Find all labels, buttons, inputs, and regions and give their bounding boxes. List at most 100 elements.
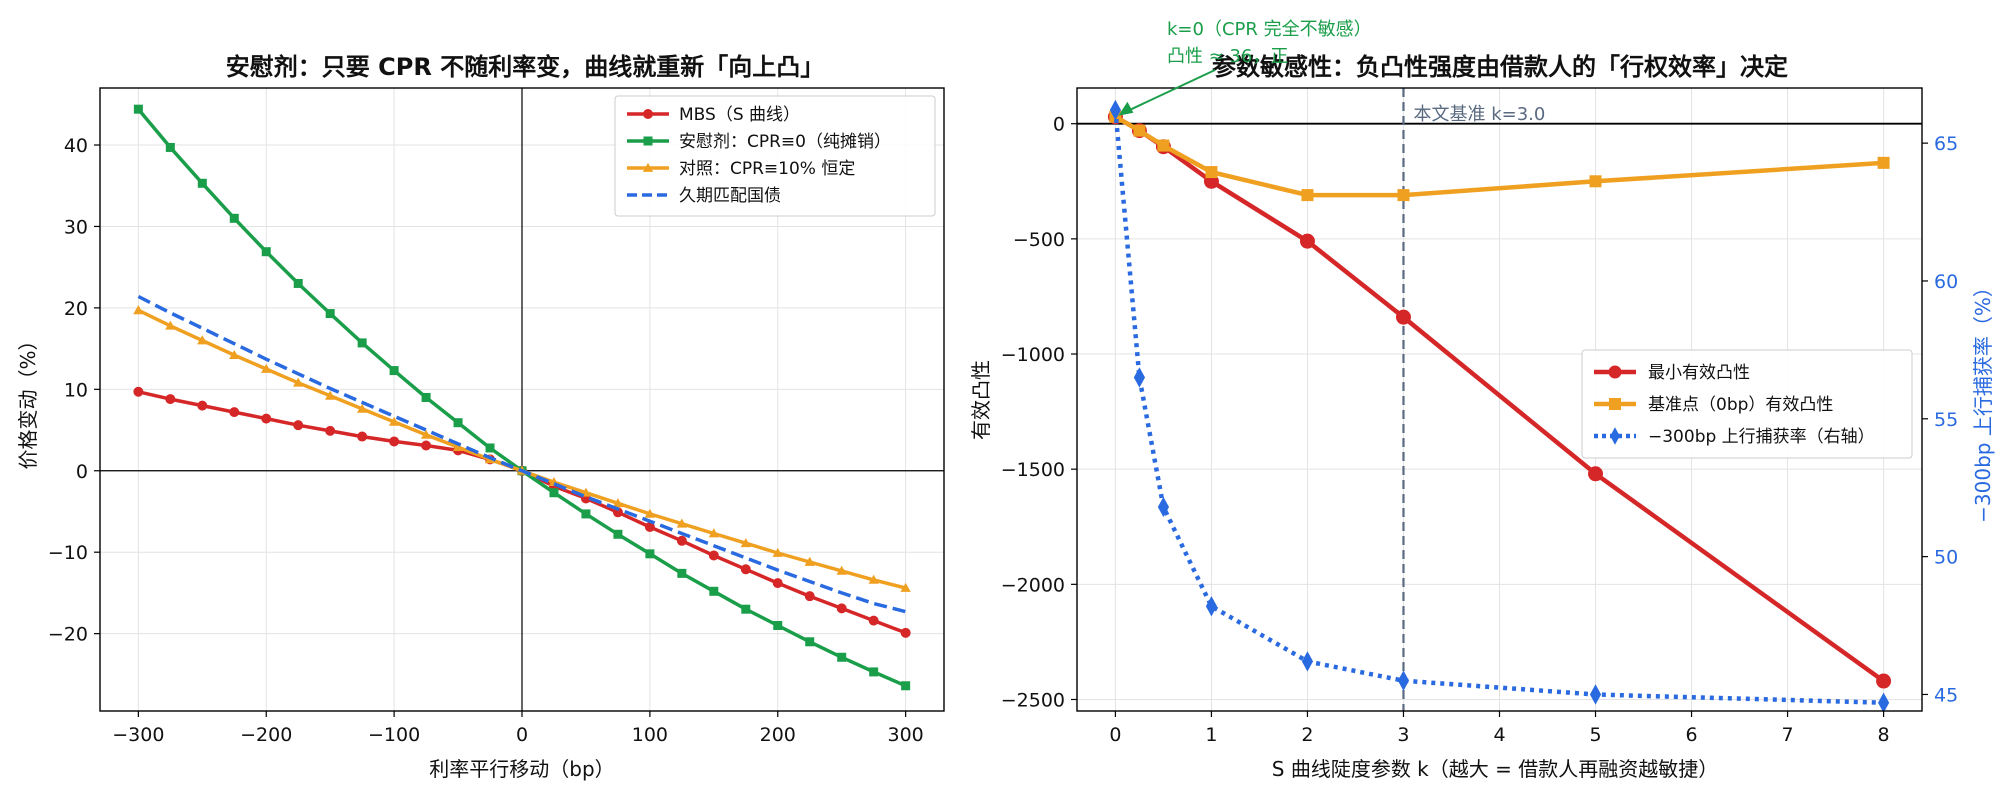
right-series-line-2 [1113, 109, 1884, 705]
left-x-tick-label: 200 [760, 724, 796, 746]
right-legend-marker [1608, 365, 1622, 379]
right-x-tick-label: 6 [1685, 724, 1697, 746]
left-series-point-2 [740, 538, 751, 548]
right-series-point-1 [1133, 124, 1146, 137]
left-legend-label: MBS（S 曲线） [679, 105, 800, 125]
left-series-point-2 [708, 528, 719, 538]
right-x-tick-label: 4 [1493, 724, 1505, 746]
left-series-point-1 [197, 178, 207, 188]
left-series-point-2 [452, 441, 464, 452]
left-series-point-1 [453, 418, 463, 428]
right-series-point-2 [1301, 651, 1314, 672]
right-y-tick-label: −1000 [1001, 344, 1065, 366]
right-series-point-0 [1588, 466, 1604, 482]
left-series-point-1 [133, 104, 143, 114]
left-series-point-1 [485, 443, 495, 453]
left-series-point-2 [420, 429, 432, 439]
left-x-tick-label: −100 [368, 724, 420, 746]
right-series-point-0 [1299, 233, 1315, 249]
right-y2-tick-label: 55 [1934, 409, 1958, 431]
left-x-tick-label: 300 [888, 724, 924, 746]
left-series-point-0 [261, 413, 272, 424]
left-series-point-1 [165, 142, 175, 152]
right-series-2 [1109, 99, 1890, 713]
right-chart-title: 参数敏感性：负凸性强度由借款人的「行权效率」决定 [1212, 53, 1788, 81]
left-series-point-0 [836, 603, 847, 614]
left-series-point-0 [357, 431, 368, 442]
left-series-point-0 [421, 440, 432, 451]
right-series-point-1 [1397, 189, 1410, 202]
right-legend-label: −300bp 上行捕获率（右轴） [1648, 427, 1875, 447]
right-series-point-2 [1205, 596, 1218, 617]
right-annotation-line1: k=0（CPR 完全不敏感） [1167, 19, 1372, 40]
left-series-point-2 [836, 565, 847, 575]
left-series-3 [137, 294, 907, 614]
left-legend: MBS（S 曲线） 安慰剂：CPR≡0（纯摊销） 对照：CPR≡10% 恒定久期匹配… [614, 95, 936, 217]
left-y-tick-label: −20 [48, 624, 88, 646]
left-series-point-1 [741, 604, 751, 614]
left-series-point-2 [388, 416, 400, 426]
left-series-point-2 [325, 390, 336, 400]
left-series-point-1 [229, 213, 239, 223]
left-legend-label: 安慰剂：CPR≡0（纯摊销） [679, 132, 891, 152]
left-series-point-1 [357, 338, 367, 348]
left-series-point-0 [868, 615, 879, 626]
right-y-tick-label: −2000 [1001, 574, 1065, 596]
right-x-tick-label: 2 [1301, 724, 1313, 746]
left-x-tick-label: 100 [632, 724, 668, 746]
left-series-point-0 [325, 425, 336, 436]
left-series-point-0 [740, 564, 751, 575]
right-x-tick-label: 1 [1205, 724, 1217, 746]
left-series-point-0 [133, 386, 144, 397]
left-series-point-0 [389, 436, 400, 447]
left-series-point-2 [900, 582, 911, 592]
left-series-point-0 [293, 420, 304, 431]
left-series-point-1 [549, 488, 559, 498]
right-y2-tick-label: 45 [1934, 684, 1958, 706]
left-legend-marker [643, 136, 653, 146]
right-series-point-1 [1157, 139, 1170, 152]
left-series-point-1 [293, 278, 303, 288]
left-chart: 安慰剂：只要 CPR 不随利率变，曲线就重新「向上凸」 −300 −200 −100… [16, 53, 945, 781]
left-x-axis-label: 利率平行移动（bp） [429, 757, 614, 781]
left-x-tick-label: −300 [112, 724, 164, 746]
right-series-point-1 [1205, 166, 1218, 179]
left-series-point-2 [229, 349, 240, 359]
left-series-point-1 [901, 681, 911, 691]
right-series-point-0 [1395, 309, 1411, 325]
right-y2-tick-label: 65 [1934, 133, 1958, 155]
right-series-point-0 [1876, 673, 1892, 689]
left-series-point-2 [293, 377, 304, 387]
left-series-point-2 [612, 498, 624, 508]
right-y-tick-label: −500 [1013, 229, 1065, 251]
left-series-point-2 [804, 556, 815, 566]
left-series-point-1 [613, 529, 623, 539]
right-y2-tick-label: 50 [1934, 547, 1958, 569]
left-legend-box [614, 95, 936, 217]
right-y-axis-label: 有效凸性 [969, 360, 993, 440]
right-x-tick-label: 8 [1878, 724, 1890, 746]
right-legend-box [1581, 349, 1913, 459]
right-series-point-2 [1877, 692, 1890, 713]
left-y-tick-label: 30 [64, 216, 88, 238]
left-series-point-0 [197, 400, 208, 411]
left-series-point-1 [773, 620, 783, 630]
right-chart: 参数敏感性：负凸性强度由借款人的「行权效率」决定 本文基准 k=3.0 0 1 2 3… [969, 19, 1995, 781]
left-series-point-2 [356, 403, 368, 413]
right-x-tick-label: 5 [1589, 724, 1601, 746]
right-series-point-2 [1589, 684, 1602, 705]
left-x-tick-label: 0 [516, 724, 528, 746]
right-legend-label: 最小有效凸性 [1648, 363, 1750, 383]
left-series-point-0 [708, 550, 719, 561]
right-series-point-1 [1301, 189, 1314, 202]
left-series-point-2 [868, 574, 879, 584]
left-series-point-1 [645, 549, 655, 559]
left-series-point-2 [197, 335, 208, 345]
left-legend-marker [643, 109, 653, 119]
left-y-tick-label: −10 [48, 542, 88, 564]
left-series-point-1 [421, 392, 431, 402]
left-series-point-2 [676, 518, 688, 528]
